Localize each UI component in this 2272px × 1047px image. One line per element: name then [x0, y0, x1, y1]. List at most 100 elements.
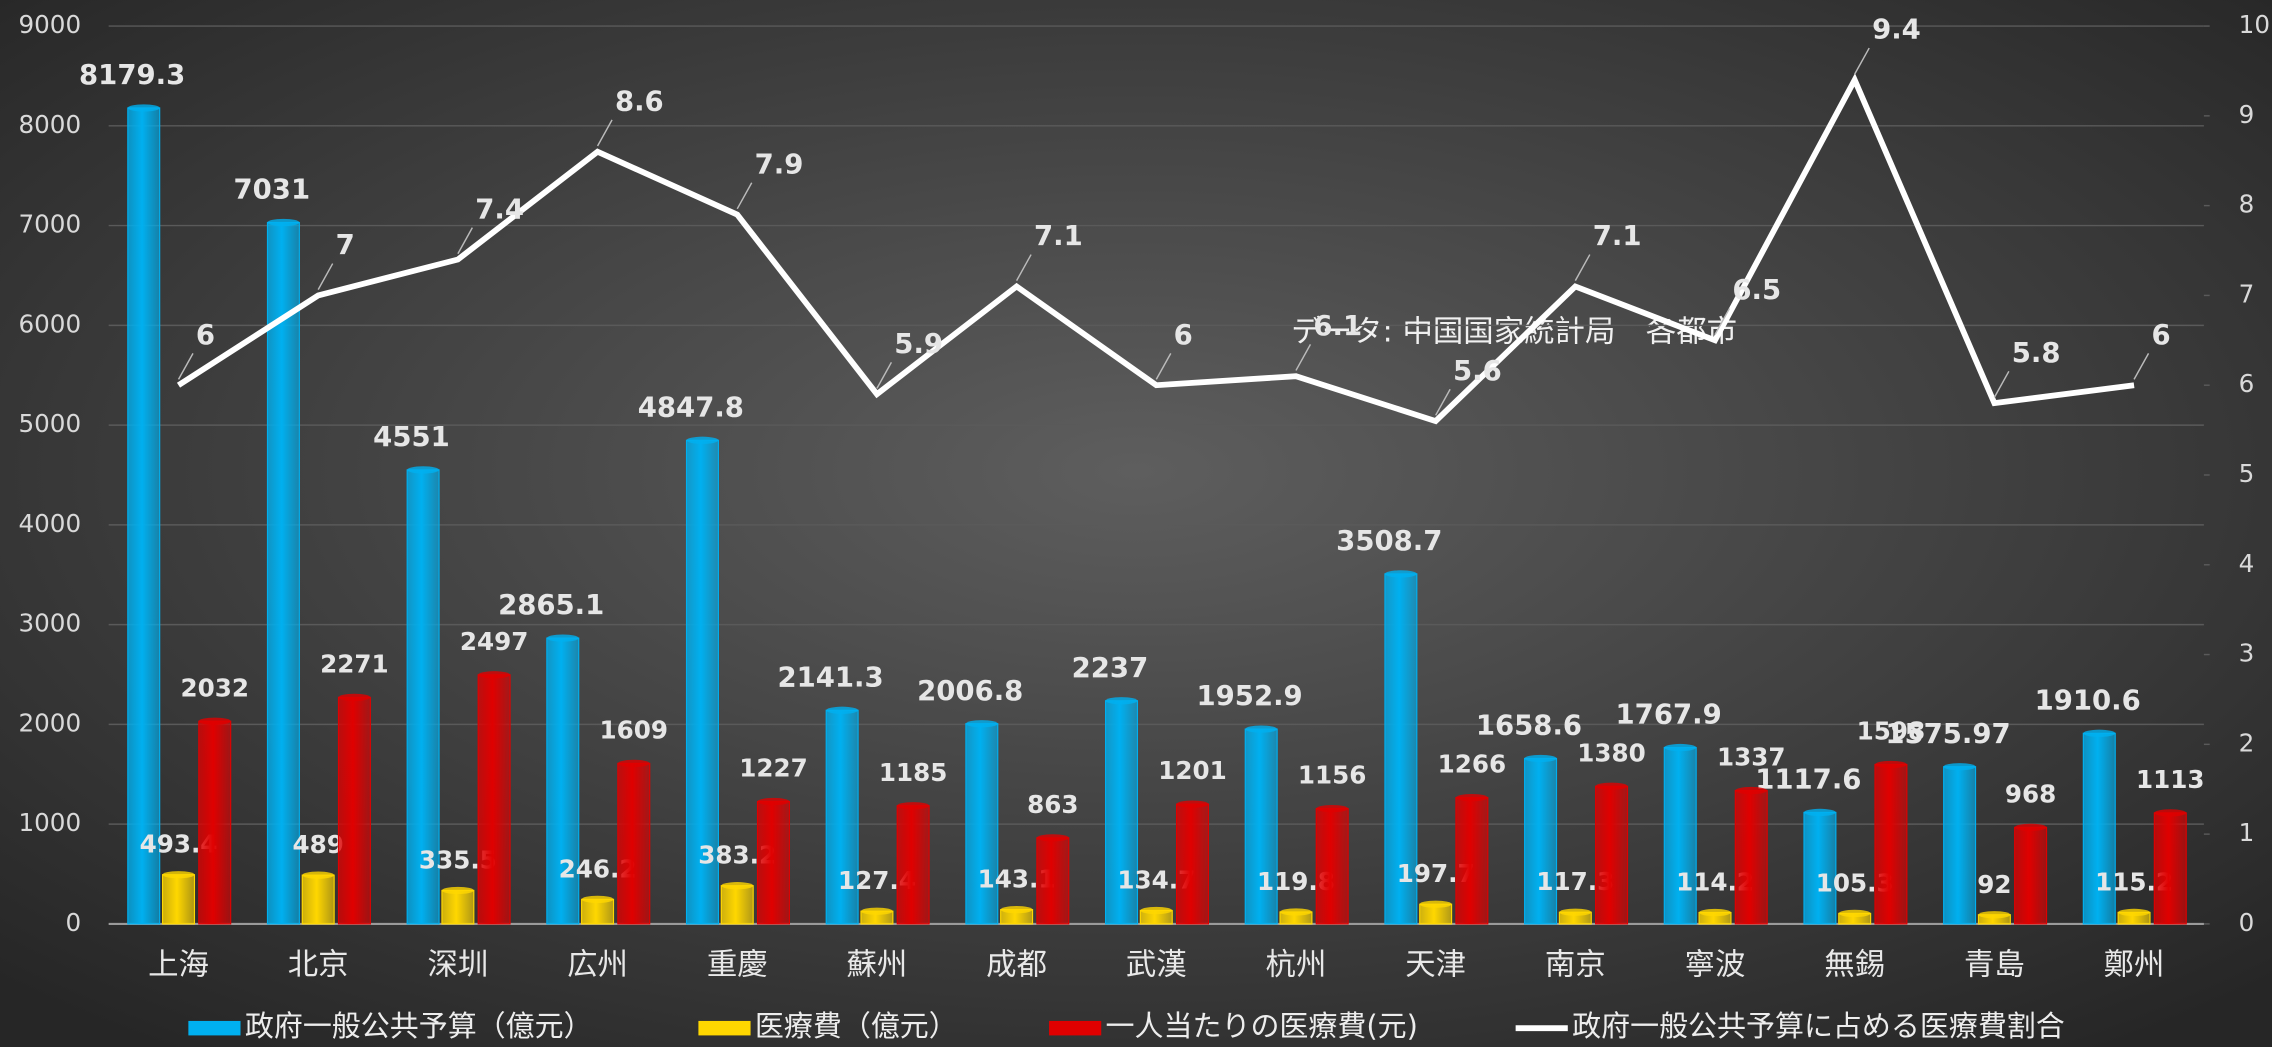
- bar-top: [162, 871, 195, 879]
- x-tick-label: 天津: [1405, 947, 1466, 982]
- bar: [1384, 573, 1418, 925]
- bar-top: [1699, 908, 1731, 917]
- data-label: 2032: [180, 673, 249, 702]
- y2-tick-label: 9: [2239, 100, 2255, 129]
- bar-top: [1595, 782, 1628, 790]
- data-label: 1380: [1577, 738, 1646, 767]
- x-tick-label: 深圳: [427, 947, 488, 982]
- bar: [1874, 763, 1908, 925]
- bar: [1104, 700, 1139, 925]
- line-label: 7.4: [475, 193, 524, 225]
- bar-top: [686, 436, 719, 444]
- bar-top: [2083, 729, 2116, 737]
- y-tick-label: 0: [65, 908, 81, 937]
- y2-tick-label: 7: [2239, 279, 2255, 308]
- y2-tick-label: 0: [2239, 908, 2255, 937]
- data-label: 1113: [2136, 765, 2205, 794]
- bar: [617, 762, 651, 925]
- data-label: 489: [293, 830, 344, 859]
- leader-line: [596, 119, 613, 147]
- leader-line: [876, 361, 893, 389]
- bar: [896, 805, 930, 925]
- line-label: 7.9: [755, 148, 804, 180]
- y-tick-label: 2000: [18, 708, 81, 737]
- bar-top: [1316, 804, 1349, 813]
- x-tick-label: 青島: [1964, 947, 2025, 982]
- bar-top: [1105, 697, 1138, 705]
- data-label: 2141.3: [777, 661, 883, 693]
- y-tick-label: 7000: [18, 210, 81, 239]
- bar: [1803, 811, 1837, 925]
- x-tick-label: 重慶: [707, 947, 768, 982]
- bar-top: [1176, 800, 1209, 808]
- data-label: 2237: [1072, 652, 1149, 684]
- data-label: 1767.9: [1616, 699, 1722, 731]
- bar-top: [1280, 908, 1312, 916]
- data-label: 8179.3: [79, 59, 185, 91]
- bar: [477, 674, 511, 925]
- line-label: 6.5: [1732, 274, 1781, 306]
- legend-label: 医療費（億元）: [755, 1009, 958, 1043]
- bar: [546, 637, 580, 925]
- bar-top: [1874, 760, 1907, 769]
- x-tick-label: 蘇州: [847, 947, 908, 982]
- y-tick-label: 8000: [18, 110, 81, 139]
- bar-top: [1384, 570, 1417, 578]
- leader-line: [457, 227, 474, 255]
- bar: [1734, 789, 1768, 925]
- bar-top: [1838, 909, 1871, 918]
- bar: [1036, 837, 1070, 925]
- bar: [581, 898, 615, 925]
- y-tick-label: 3000: [18, 609, 81, 638]
- bar-top: [1455, 793, 1488, 802]
- y2-tick-label: 8: [2239, 190, 2255, 219]
- y2-tick-label: 4: [2239, 549, 2255, 578]
- bar: [441, 889, 475, 925]
- bar: [1943, 766, 1977, 925]
- data-label: 2497: [460, 627, 529, 656]
- x-tick-label: 北京: [288, 947, 349, 982]
- bar-top: [1245, 725, 1278, 733]
- x-tick-label: 成都: [986, 947, 1047, 982]
- bar-top: [198, 717, 231, 725]
- line-label: 5.9: [894, 328, 943, 360]
- data-label: 3508.7: [1336, 525, 1442, 557]
- y2-tick-label: 2: [2239, 728, 2255, 757]
- bar: [161, 874, 196, 925]
- data-label: 4847.8: [638, 391, 744, 423]
- y-tick-label: 4000: [18, 509, 81, 538]
- leader-line: [2133, 352, 2150, 380]
- line-label: 6: [2151, 319, 2170, 351]
- bar-top: [757, 797, 790, 806]
- bar: [1524, 757, 1558, 925]
- bar-top: [581, 895, 614, 903]
- y-tick-label: 6000: [18, 309, 81, 338]
- bar-top: [407, 466, 440, 474]
- legend-swatch: [698, 1020, 751, 1036]
- line-label: 8.6: [615, 86, 664, 118]
- data-label: 1117.6: [1755, 764, 1861, 796]
- bar: [1455, 797, 1489, 925]
- bar-top: [617, 759, 650, 768]
- legend-label: 一人当たりの医療費(元): [1106, 1009, 1418, 1043]
- bar-top: [721, 882, 754, 890]
- data-label: 1598: [1857, 717, 1926, 746]
- data-label: 1575.97: [1885, 718, 2010, 750]
- bar-top: [1000, 906, 1033, 914]
- data-label: 1266: [1438, 750, 1507, 779]
- leader-line: [317, 263, 334, 290]
- x-tick-label: 武漢: [1126, 947, 1187, 982]
- data-label: 2271: [320, 649, 389, 678]
- line-label: 7: [336, 229, 355, 261]
- bar-top: [478, 671, 511, 679]
- bar-top: [1803, 808, 1836, 817]
- leader-line: [1993, 370, 2010, 398]
- bar: [406, 469, 440, 925]
- y-tick-label: 1000: [18, 808, 81, 837]
- line-label: 5.8: [2012, 337, 2061, 369]
- line-label: 7.1: [1593, 220, 1642, 252]
- bar: [825, 709, 859, 925]
- data-label: 1185: [879, 758, 948, 787]
